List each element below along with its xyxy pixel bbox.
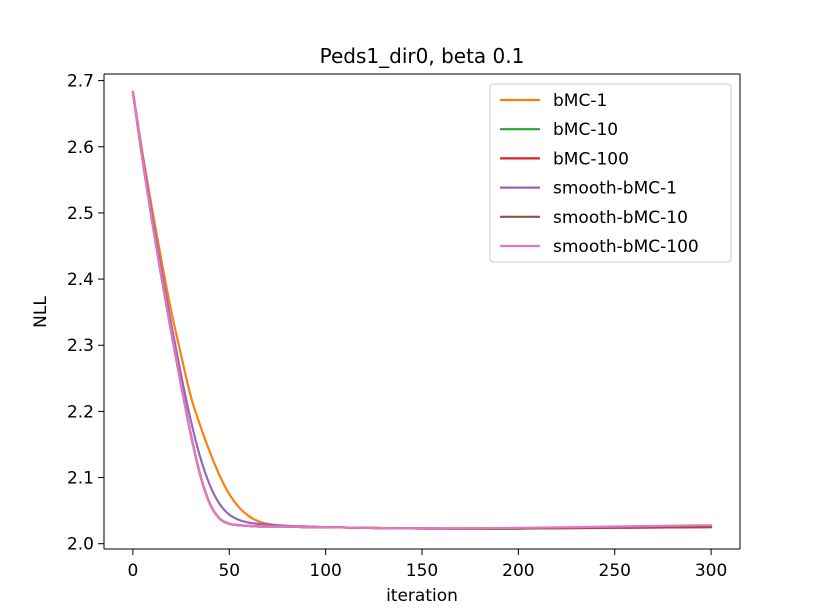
y-axis-label: NLL [31, 296, 51, 328]
x-tick-label: 250 [599, 561, 631, 581]
y-tick-label: 2.4 [67, 270, 94, 290]
legend-label: bMC-100 [553, 149, 629, 169]
y-tick-label: 2.3 [67, 336, 94, 356]
legend-label: smooth-bMC-1 [553, 179, 677, 199]
legend: bMC-1 bMC-10 bMC-100 smooth-bMC-1 smooth-bMC… [489, 83, 732, 263]
y-tick-label: 2.1 [67, 469, 94, 489]
legend-label: bMC-10 [553, 120, 618, 140]
x-ticks: 0 50 100 150 200 250 300 [127, 549, 727, 581]
y-tick-label: 2.0 [67, 535, 94, 555]
y-tick-label: 2.6 [67, 138, 94, 158]
x-tick-label: 0 [127, 561, 138, 581]
legend-box [489, 83, 732, 263]
y-tick-label: 2.7 [67, 72, 94, 92]
x-tick-label: 200 [502, 561, 534, 581]
legend-label: smooth-bMC-100 [553, 237, 699, 257]
series-line-5 [131, 90, 713, 530]
x-tick-label: 100 [309, 561, 341, 581]
x-tick-label: 50 [218, 561, 240, 581]
y-tick-label: 2.5 [67, 204, 94, 224]
legend-label: smooth-bMC-10 [553, 208, 688, 228]
chart-title: Peds1_dir0, beta 0.1 [320, 44, 525, 68]
x-tick-label: 150 [406, 561, 438, 581]
y-tick-label: 2.2 [67, 402, 94, 422]
x-axis-label: iteration [386, 586, 458, 606]
y-ticks: 2.0 2.1 2.2 2.3 2.4 2.5 2.6 2.7 [67, 72, 104, 555]
legend-label: bMC-1 [553, 91, 607, 111]
x-tick-label: 300 [695, 561, 727, 581]
series-lines [131, 90, 713, 530]
